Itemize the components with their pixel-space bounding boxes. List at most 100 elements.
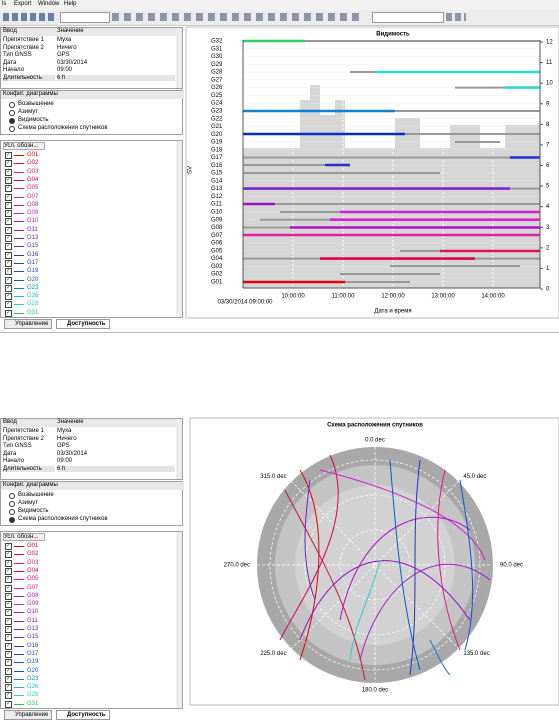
checkbox[interactable]: ✓ bbox=[5, 226, 12, 234]
legend-label: G03 bbox=[27, 168, 39, 175]
radio-label[interactable]: Азимут bbox=[18, 500, 39, 506]
y-tick-label: G05 bbox=[211, 248, 223, 254]
checkbox[interactable]: ✓ bbox=[5, 276, 12, 284]
checkbox[interactable]: ✓ bbox=[5, 642, 12, 650]
checkbox[interactable]: ✓ bbox=[5, 551, 12, 559]
checkbox[interactable]: ✓ bbox=[5, 667, 12, 675]
radio-label[interactable]: Схема расположения спутников bbox=[18, 516, 108, 522]
checkbox[interactable]: ✓ bbox=[5, 692, 12, 700]
y2-tick-label: 12 bbox=[546, 40, 553, 46]
checkbox[interactable]: ✓ bbox=[5, 609, 12, 617]
y-tick-label: G26 bbox=[211, 85, 223, 91]
legend-swatch bbox=[14, 312, 24, 314]
checkbox[interactable]: ✓ bbox=[5, 210, 12, 218]
menu-item[interactable]: Window bbox=[38, 1, 60, 7]
checkbox[interactable]: ✓ bbox=[5, 293, 12, 301]
checkbox[interactable]: ✓ bbox=[5, 309, 12, 317]
toolbar bbox=[0, 10, 559, 26]
radio-label[interactable]: Схема расположения спутников bbox=[18, 125, 108, 131]
legend-label: G31 bbox=[27, 700, 39, 707]
combo-box[interactable] bbox=[372, 12, 444, 23]
legend-label: G05 bbox=[27, 576, 39, 583]
tab[interactable]: Управление bbox=[4, 319, 53, 329]
checkbox[interactable]: ✓ bbox=[5, 617, 12, 625]
radio-button[interactable] bbox=[9, 501, 15, 507]
tab[interactable]: Доступность bbox=[56, 710, 110, 720]
tab[interactable]: Управление bbox=[4, 710, 53, 720]
table-header-bg bbox=[1, 419, 177, 427]
legend-swatch bbox=[14, 221, 24, 223]
radio-button[interactable] bbox=[9, 126, 15, 132]
checkbox[interactable]: ✓ bbox=[5, 592, 12, 600]
checkbox[interactable]: ✓ bbox=[5, 559, 12, 567]
checkbox[interactable]: ✓ bbox=[5, 243, 12, 251]
legend-swatch bbox=[14, 546, 24, 547]
checkbox[interactable]: ✓ bbox=[5, 301, 12, 309]
checkbox[interactable]: ✓ bbox=[5, 268, 12, 276]
checkbox[interactable]: ✓ bbox=[5, 218, 12, 226]
checkbox[interactable]: ✓ bbox=[5, 634, 12, 642]
x-tick-label: 10:00:00 bbox=[281, 294, 305, 300]
checkbox[interactable]: ✓ bbox=[5, 251, 12, 259]
toolbar-icons[interactable] bbox=[446, 13, 466, 21]
radio-button[interactable] bbox=[9, 118, 15, 124]
checkbox[interactable]: ✓ bbox=[5, 584, 12, 592]
radio-label[interactable]: Азимут bbox=[18, 109, 39, 115]
toolbar-icons[interactable] bbox=[3, 13, 55, 21]
scrollbar[interactable] bbox=[176, 532, 182, 708]
combo-box[interactable] bbox=[60, 12, 110, 23]
menu-item[interactable]: ls bbox=[2, 1, 7, 7]
radio-label[interactable]: Возвышение bbox=[18, 492, 54, 498]
scrollbar[interactable] bbox=[176, 141, 182, 317]
scrollbar[interactable] bbox=[176, 419, 182, 479]
angle-label: 45.0 dec bbox=[463, 474, 486, 480]
checkbox[interactable]: ✓ bbox=[5, 152, 12, 159]
radio-label[interactable]: Видимость bbox=[18, 508, 49, 514]
checkbox[interactable]: ✓ bbox=[5, 235, 12, 242]
checkbox[interactable]: ✓ bbox=[5, 168, 12, 176]
legend-label: G28 bbox=[27, 692, 39, 699]
angle-label: 270.0 dec bbox=[224, 563, 250, 569]
legend-swatch bbox=[14, 163, 24, 165]
checkbox[interactable]: ✓ bbox=[5, 626, 12, 633]
y2-tick-label: 11 bbox=[546, 60, 553, 66]
checkbox[interactable]: ✓ bbox=[5, 601, 12, 609]
checkbox[interactable]: ✓ bbox=[5, 160, 12, 168]
radio-button[interactable] bbox=[9, 517, 15, 523]
visibility-area bbox=[243, 85, 540, 288]
legend-label: G13 bbox=[27, 235, 39, 241]
checkbox[interactable]: ✓ bbox=[5, 543, 12, 550]
checkbox[interactable]: ✓ bbox=[5, 700, 12, 708]
checkbox[interactable]: ✓ bbox=[5, 659, 12, 667]
legend-swatch bbox=[14, 687, 24, 689]
legend-panel: Усл. обозн... ✓ G01 ✓ G02 ✓ G03 ✓ G04 ✓ G05 ✓ G07 ✓ G0… bbox=[0, 140, 183, 318]
menu-item[interactable]: Export bbox=[14, 1, 32, 7]
y-axis-label: SV bbox=[188, 166, 194, 174]
scrollbar[interactable] bbox=[176, 28, 182, 88]
checkbox[interactable]: ✓ bbox=[5, 576, 12, 584]
y-tick-label: G09 bbox=[211, 217, 223, 223]
radio-button[interactable] bbox=[9, 509, 15, 515]
toolbar-icons[interactable] bbox=[112, 13, 362, 21]
checkbox[interactable]: ✓ bbox=[5, 675, 12, 683]
checkbox[interactable]: ✓ bbox=[5, 193, 12, 201]
checkbox[interactable]: ✓ bbox=[5, 567, 12, 575]
radio-button[interactable] bbox=[9, 102, 15, 108]
radio-button[interactable] bbox=[9, 110, 15, 116]
radio-button[interactable] bbox=[9, 493, 15, 499]
radio-label[interactable]: Возвышение bbox=[18, 101, 54, 107]
legend-label: G13 bbox=[27, 626, 39, 632]
legend-swatch bbox=[14, 562, 24, 564]
checkbox[interactable]: ✓ bbox=[5, 185, 12, 193]
checkbox[interactable]: ✓ bbox=[5, 650, 12, 658]
checkbox[interactable]: ✓ bbox=[5, 259, 12, 267]
radio-label[interactable]: Видимость bbox=[18, 117, 49, 123]
checkbox[interactable]: ✓ bbox=[5, 176, 12, 184]
legend-swatch bbox=[14, 196, 24, 198]
checkbox[interactable]: ✓ bbox=[5, 201, 12, 209]
tab[interactable]: Доступность bbox=[56, 319, 110, 329]
checkbox[interactable]: ✓ bbox=[5, 684, 12, 692]
menu-item[interactable]: Help bbox=[64, 1, 77, 7]
checkbox[interactable]: ✓ bbox=[5, 284, 12, 292]
